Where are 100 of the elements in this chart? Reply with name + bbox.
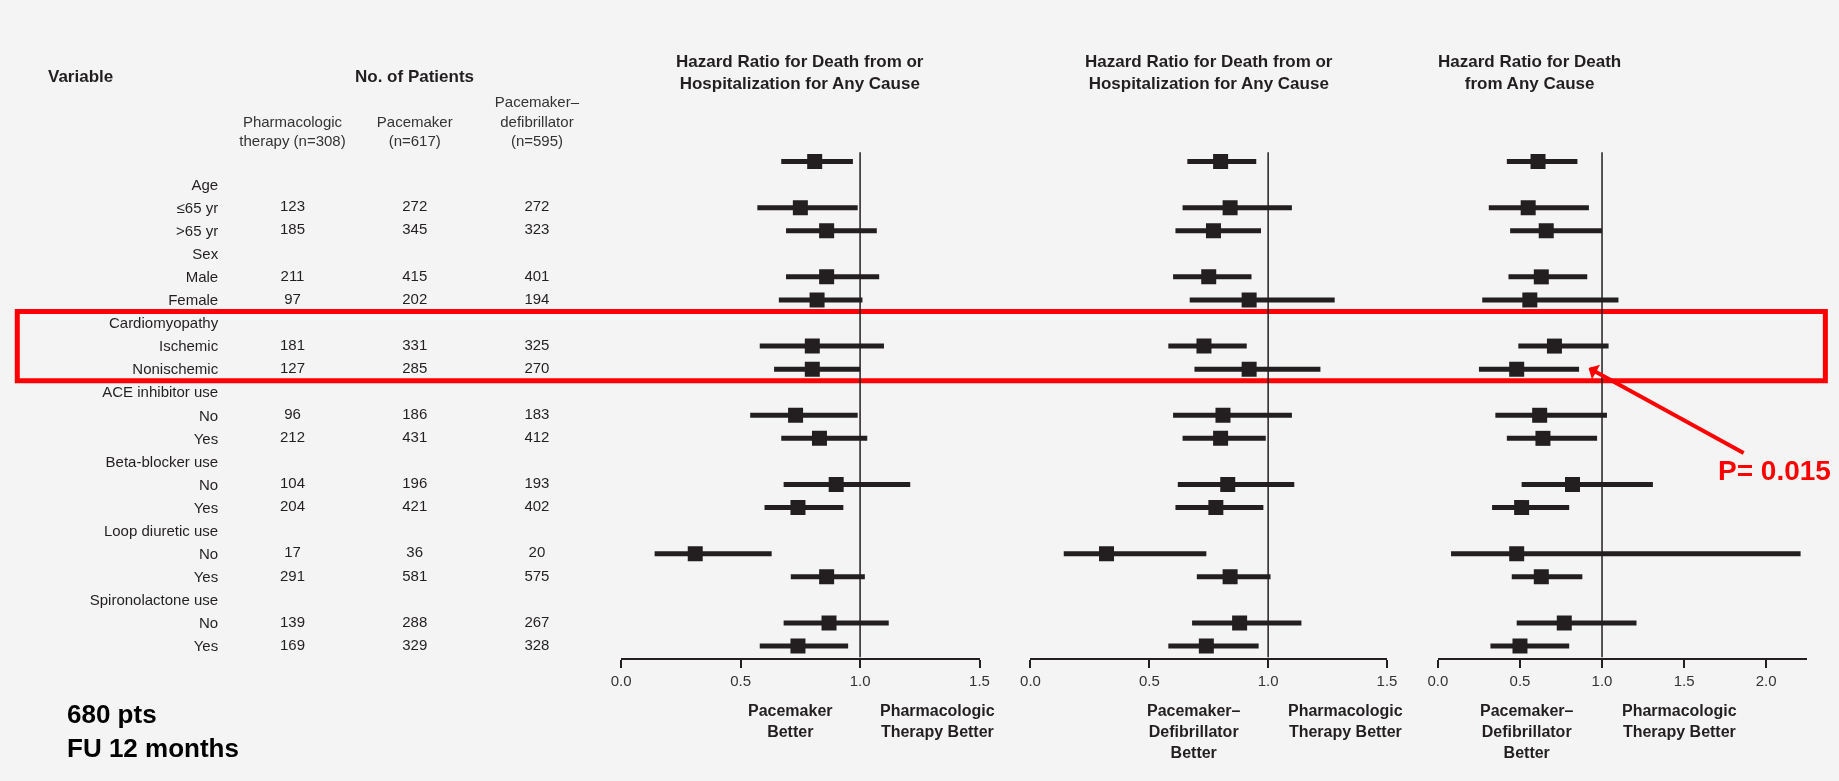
text: Pharmacologic Therapy Better (880, 702, 995, 740)
category-label: No (199, 406, 219, 424)
point (1530, 154, 1546, 170)
data-label: 325 (524, 335, 550, 353)
data-label: 267 (524, 612, 550, 630)
point (1533, 569, 1549, 585)
data-label: 431 (402, 428, 428, 446)
point (804, 338, 820, 354)
point (1232, 615, 1248, 631)
data-label: 185 (280, 220, 306, 238)
point (828, 476, 844, 492)
point (1509, 546, 1525, 562)
point (1241, 361, 1257, 377)
data-label: 17 (284, 543, 301, 561)
data-label: 96 (284, 405, 301, 423)
text: Pacemaker– Defibrillator Better (1480, 702, 1574, 761)
point (807, 154, 823, 170)
data-label: 139 (280, 612, 306, 630)
data-label: 204 (280, 497, 306, 515)
x-tick-label: 1.5 (1376, 671, 1398, 689)
text: 680 pts FU 12 months (67, 699, 239, 763)
data-label: 97 (284, 289, 301, 307)
point (1556, 615, 1572, 631)
point (1205, 223, 1221, 239)
data-label: 285 (402, 358, 428, 376)
point (1196, 338, 1212, 354)
data-label: 581 (402, 566, 428, 584)
category-label: Yes (193, 637, 219, 655)
category-label: No (199, 544, 219, 562)
text: Pacemaker (n=617) (376, 112, 453, 149)
chart-title: Hazard Ratio for Death from or Hospitalization for Any Cause (676, 52, 924, 94)
category-label: Loop diuretic use (103, 521, 219, 539)
data-label: 193 (524, 474, 550, 492)
data-label: 127 (280, 358, 306, 376)
point (687, 546, 703, 562)
point (1222, 200, 1238, 216)
data-label: 421 (402, 497, 428, 515)
data-label: 401 (524, 266, 550, 284)
x-tick-label: 1.0 (1257, 671, 1279, 689)
x-tick-label: 1.5 (1673, 671, 1695, 689)
data-label: 415 (402, 266, 428, 284)
point (792, 200, 808, 216)
point (1532, 407, 1548, 423)
data-label: 575 (524, 566, 550, 584)
point (790, 638, 806, 654)
data-label: 123 (280, 197, 306, 215)
x-tick-label: 0.0 (610, 671, 632, 689)
category-label: Yes (193, 429, 219, 447)
point (1099, 546, 1115, 562)
category-label: ACE inhibitor use (102, 383, 219, 401)
point (811, 430, 827, 446)
data-label: 194 (524, 289, 550, 307)
point (1514, 500, 1530, 516)
data-label: 412 (524, 428, 550, 446)
text: Pharmacologic therapy (n=308) (239, 112, 346, 149)
point (1201, 269, 1217, 285)
x-tick-label: 0.5 (1138, 671, 1160, 689)
text: Pacemaker– Defibrillator Better (1147, 702, 1241, 761)
data-label: 202 (402, 289, 428, 307)
data-label: 36 (406, 543, 424, 561)
point (1520, 200, 1536, 216)
point (1215, 407, 1231, 423)
point (790, 500, 806, 516)
data-label: 186 (402, 405, 428, 423)
data-label: 211 (280, 266, 305, 284)
category-label: Beta-blocker use (105, 452, 219, 470)
data-label: 272 (524, 197, 550, 215)
category-label: Male (185, 268, 219, 286)
data-label: 331 (402, 335, 428, 353)
point (804, 361, 820, 377)
x-tick-label: 0.0 (1427, 671, 1449, 689)
point (1213, 154, 1229, 170)
data-label: 270 (524, 358, 550, 376)
category-label: Spironolactone use (89, 591, 219, 609)
text: Pharmacologic Therapy Better (1622, 702, 1737, 740)
data-label: 329 (402, 635, 428, 653)
data-label: 328 (524, 635, 550, 653)
point (1220, 476, 1236, 492)
data-label: 345 (402, 220, 428, 238)
x-tick-label: 2.0 (1755, 671, 1777, 689)
text: Pacemaker– defibrillator (n=595) (494, 93, 580, 149)
point (1241, 292, 1257, 308)
x-tick-label: 1.5 (969, 671, 990, 689)
point (1538, 223, 1554, 239)
point (1546, 338, 1562, 354)
point (1208, 500, 1224, 516)
x-tick-label: 0.5 (730, 671, 752, 689)
text: Variable (48, 67, 114, 86)
point (1512, 638, 1528, 654)
data-label: 20 (528, 543, 546, 561)
point (821, 615, 837, 631)
data-label: 288 (402, 612, 428, 630)
point (1222, 569, 1238, 585)
data-label: 169 (280, 635, 306, 653)
category-label: Ischemic (159, 337, 219, 355)
x-tick-label: 0.0 (1020, 671, 1041, 689)
data-label: 272 (402, 197, 428, 215)
point (819, 269, 835, 285)
category-label: No (199, 475, 219, 493)
data-label: 212 (280, 428, 306, 446)
